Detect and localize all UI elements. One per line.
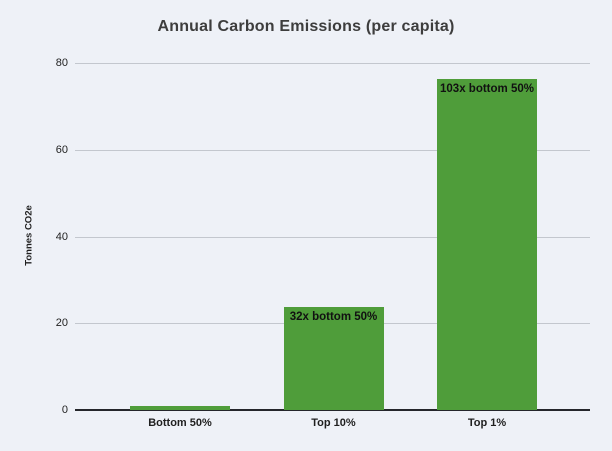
gridline-40: [75, 236, 590, 238]
chart-title: Annual Carbon Emissions (per capita): [157, 18, 455, 35]
x-tick-label-top-1-: Top 1%: [467, 417, 507, 429]
bar-annotation: 103x bottom 50%: [440, 83, 534, 96]
y-tick-label-20: 20: [55, 317, 68, 330]
bar-top-10-: [283, 307, 384, 410]
x-tick-label-bottom-50-: Bottom 50%: [148, 417, 212, 429]
x-axis-baseline: [75, 409, 590, 411]
x-tick-label-top-10-: Top 10%: [311, 417, 356, 429]
gridline-80: [75, 63, 590, 64]
y-tick-label-40: 40: [55, 230, 68, 243]
bar-bottom-50-: [130, 406, 230, 410]
plot-area: 0 20 40 60 80 Bottom 50% 32x bottom 50% Top 10%…: [56, 57, 590, 429]
gridline-60: [75, 149, 590, 151]
y-tick-label-60: 60: [55, 143, 68, 156]
y-tick-label-80: 80: [55, 57, 68, 69]
bar-top-1-: [437, 79, 537, 410]
bar-annotation: 32x bottom 50%: [289, 311, 378, 324]
y-tick-label-0: 0: [61, 404, 68, 416]
